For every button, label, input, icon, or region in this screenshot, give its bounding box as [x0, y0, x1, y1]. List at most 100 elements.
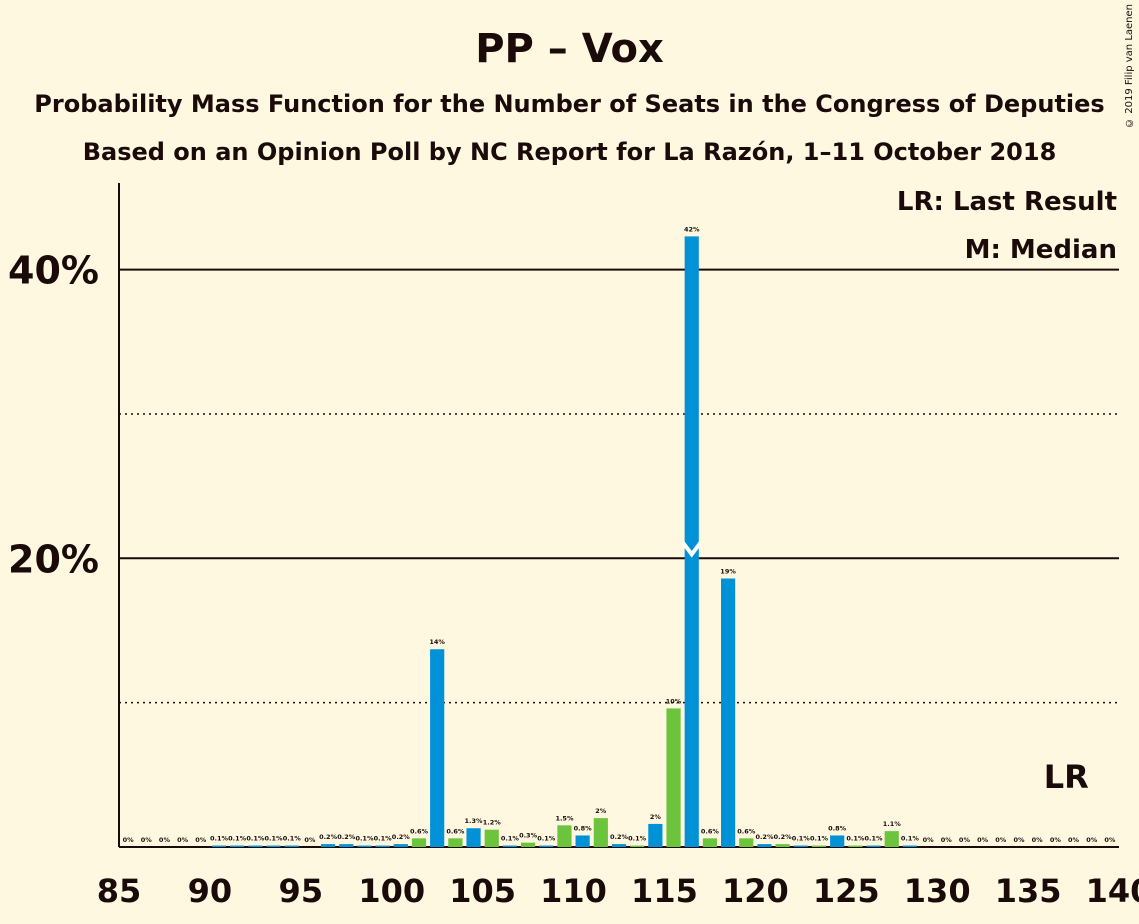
bar: [557, 825, 572, 847]
bar-value-label: 0.1%: [246, 835, 265, 843]
bar-value-label: 0.8%: [574, 824, 593, 832]
bar: [539, 845, 554, 847]
bar-value-label: 0%: [1032, 836, 1044, 844]
x-tick-label: 120: [722, 872, 789, 910]
bar-value-label: 0.2%: [610, 833, 629, 841]
chart-subtitle: Probability Mass Function for the Number…: [34, 90, 1105, 118]
bar-value-label: 0.1%: [810, 835, 829, 843]
x-tick-label: 135: [995, 872, 1062, 910]
last-result-label: LR: [1044, 758, 1089, 796]
bar-value-label: 0.1%: [792, 835, 811, 843]
bar-value-label: 1.3%: [465, 817, 484, 825]
x-tick-label: 125: [813, 872, 880, 910]
x-tick-label: 110: [540, 872, 607, 910]
x-tick-label: 105: [449, 872, 516, 910]
bar: [757, 844, 772, 847]
median-marker: [681, 541, 703, 558]
bar: [593, 818, 608, 847]
bar-value-label: 10%: [666, 697, 682, 705]
bar-value-label: 0%: [995, 836, 1007, 844]
y-tick-label: 20%: [8, 537, 99, 581]
bar-value-label: 0%: [1086, 836, 1098, 844]
x-tick-label: 115: [631, 872, 698, 910]
bar-value-label: 0.1%: [265, 835, 284, 843]
bar-value-label: 0.2%: [392, 833, 411, 841]
bar-value-label: 0.6%: [446, 827, 465, 835]
x-tick-label: 130: [904, 872, 971, 910]
bar-value-label: 0.1%: [846, 835, 865, 843]
chart-subtitle-source: Based on an Opinion Poll by NC Report fo…: [82, 138, 1057, 166]
bar: [721, 578, 736, 847]
bar: [884, 831, 899, 847]
bar: [339, 844, 354, 847]
bar: [248, 845, 263, 847]
bar-value-label: 0.1%: [628, 835, 647, 843]
bar-value-label: 0.2%: [755, 833, 774, 841]
x-tick-label: 85: [97, 872, 142, 910]
bar-value-label: 19%: [720, 568, 736, 576]
bar: [866, 845, 881, 847]
bar: [575, 835, 590, 847]
bar-value-label: 0.1%: [355, 835, 374, 843]
bar-value-label: 0%: [195, 836, 207, 844]
bar: [375, 845, 390, 847]
bar-value-label: 0%: [1050, 836, 1062, 844]
bar-value-label: 0.1%: [537, 835, 556, 843]
bar-value-label: 0.1%: [501, 835, 520, 843]
bar-value-label: 1.5%: [555, 814, 574, 822]
bar: [684, 236, 699, 847]
bar-value-label: 2%: [595, 807, 607, 815]
y-tick-label: 40%: [8, 249, 99, 293]
x-tick-label: 95: [279, 872, 324, 910]
bar-value-label: 0.1%: [374, 835, 393, 843]
bar-value-label: 0%: [141, 836, 153, 844]
bar-value-label: 0.6%: [737, 827, 756, 835]
bar-value-label: 2%: [650, 813, 662, 821]
bar: [484, 829, 499, 847]
bar: [848, 845, 863, 847]
chart-title: PP – Vox: [475, 26, 664, 72]
bar: [830, 835, 845, 847]
bar: [230, 845, 245, 847]
bar-value-label: 0%: [159, 836, 171, 844]
x-tick-label: 90: [188, 872, 233, 910]
bar-value-label: 0.2%: [337, 833, 356, 841]
bar-value-label: 0%: [177, 836, 189, 844]
bar-value-label: 0%: [1013, 836, 1025, 844]
bar: [666, 708, 681, 847]
bar: [775, 844, 790, 847]
bar: [811, 845, 827, 847]
bar: [902, 845, 917, 847]
bar-value-label: 1.1%: [883, 820, 902, 828]
bar-value-label: 0.6%: [701, 827, 720, 835]
bar-value-label: 1.2%: [483, 819, 502, 827]
bar: [430, 649, 445, 847]
bar: [630, 845, 645, 847]
bar-value-label: 0.1%: [228, 835, 247, 843]
bar-value-label: 0.2%: [774, 833, 793, 841]
bar-value-label: 0%: [123, 836, 135, 844]
bar: [448, 838, 463, 847]
bar: [211, 845, 227, 847]
bar-value-label: 0.8%: [828, 824, 847, 832]
bar-value-label: 0%: [304, 836, 316, 844]
bar: [648, 823, 663, 847]
x-tick-label: 100: [358, 872, 425, 910]
bar-value-label: 0.2%: [319, 833, 338, 841]
bar-value-label: 0%: [1068, 836, 1080, 844]
x-tick-label: 140: [1086, 872, 1139, 910]
bar-value-label: 0.3%: [519, 832, 538, 840]
bar-value-label: 0%: [959, 836, 971, 844]
bar-value-label: 0.1%: [210, 835, 229, 843]
bar: [321, 844, 336, 847]
legend-entry: LR: Last Result: [897, 187, 1117, 217]
bar-value-label: 0%: [941, 836, 953, 844]
bar-value-label: 42%: [684, 225, 700, 233]
bar: [502, 845, 517, 847]
bar: [284, 845, 299, 847]
bar: [357, 845, 372, 847]
bar: [611, 844, 627, 847]
bar-value-label: 0%: [977, 836, 989, 844]
bar-value-label: 0%: [1104, 836, 1116, 844]
